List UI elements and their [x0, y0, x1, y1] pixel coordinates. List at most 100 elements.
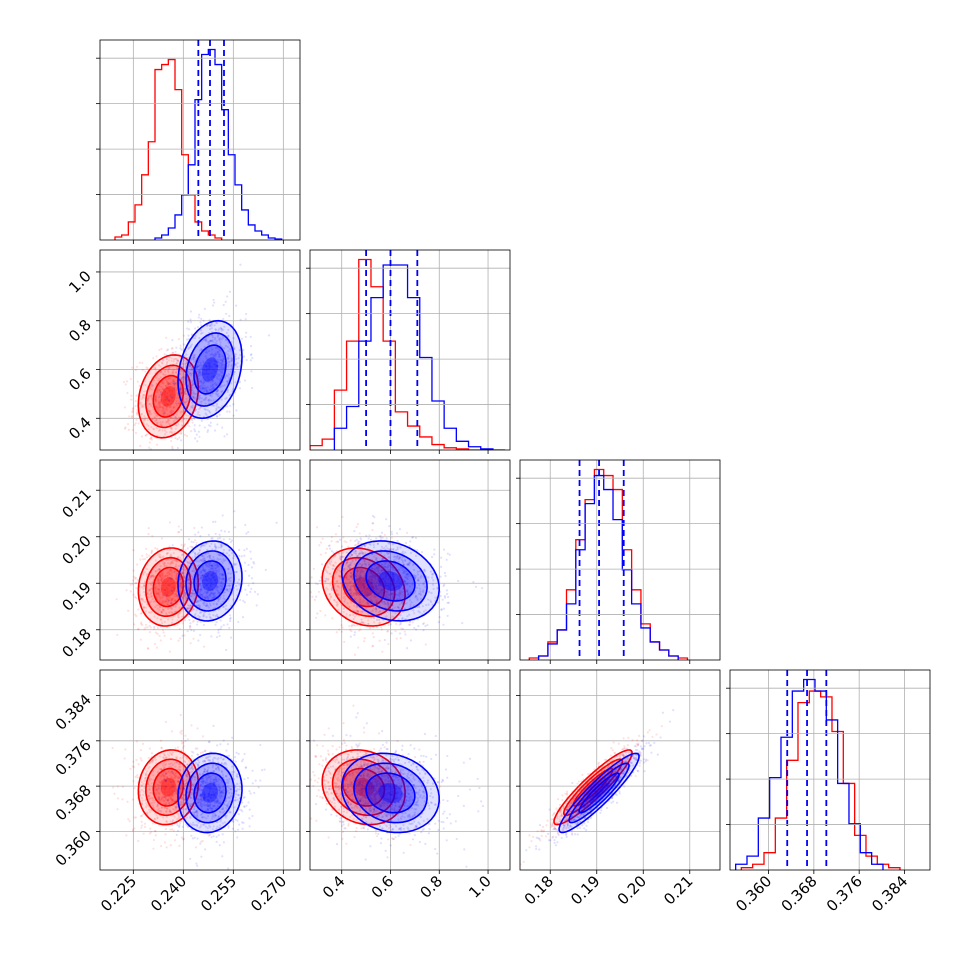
y-tick-label-2-1: 0.19 — [58, 578, 94, 614]
density-fill-2-0-series-0-2 — [153, 567, 184, 607]
density-fill-2-0-series-1-2 — [194, 561, 226, 601]
contour-2-1-series-1-2 — [365, 560, 416, 602]
contour-1-0-series-0-2 — [152, 374, 185, 418]
panel-frame-2-2 — [519, 459, 721, 661]
density-fill-2-0-series-0-3 — [160, 577, 176, 597]
y-tick-label-3-0: 0.360 — [52, 827, 95, 870]
contour-3-1-series-1-0 — [341, 752, 441, 834]
density-fill-3-0-series-0-3 — [160, 777, 176, 797]
density-fill-2-1-series-1-3 — [378, 570, 403, 591]
contour-2-0-series-1-2 — [193, 560, 227, 602]
density-fill-1-0-series-0-2 — [153, 375, 184, 418]
histogram-2-series-0 — [528, 468, 689, 660]
x-tick-label-0-0: 0.225 — [97, 872, 140, 915]
panel-0-0 — [96, 39, 301, 244]
panel-frame-2-0 — [99, 459, 301, 661]
panel-frame-1-1 — [309, 249, 511, 451]
histogram-2-series-1 — [537, 474, 679, 660]
contour-3-0-series-1-0 — [177, 752, 243, 834]
panel-frame-3-0 — [99, 669, 301, 871]
contour-2-1-series-1-1 — [353, 550, 428, 612]
y-tick-label-3-3: 0.384 — [52, 691, 95, 734]
panel-frame-2-1 — [309, 459, 511, 661]
contour-3-1-series-1-1 — [353, 762, 428, 824]
histogram-0-series-1 — [154, 48, 283, 240]
contour-1-0-series-1-0 — [177, 319, 243, 420]
x-tick-label-1-1: 0.6 — [368, 872, 398, 902]
x-tick-label-3-3: 0.384 — [868, 872, 911, 915]
contour-2-0-series-0-2 — [152, 566, 185, 608]
y-tick-label-2-0: 0.18 — [58, 625, 94, 661]
panel-frame-3-3 — [729, 669, 931, 871]
contour-3-2-series-1-1 — [568, 762, 630, 824]
histogram-3-series-0 — [740, 690, 901, 870]
density-fill-3-2-series-1-1 — [569, 763, 629, 823]
contour-2-0-series-0-1 — [145, 556, 192, 617]
x-tick-label-0-3: 0.270 — [247, 872, 290, 915]
y-tick-label-3-2: 0.376 — [52, 736, 95, 779]
histogram-0-series-0 — [114, 58, 223, 240]
panel-3-3: 0.360 0.368 0.376 0.384 — [726, 669, 931, 915]
x-tick-label-2-3: 0.21 — [660, 872, 696, 908]
density-fill-1-0-series-1-1 — [186, 332, 234, 407]
panel-2-1 — [306, 459, 511, 664]
contour-3-0-series-1-2 — [193, 772, 227, 814]
panel-2-2 — [516, 459, 721, 664]
y-tick-label-2-2: 0.20 — [58, 532, 94, 568]
contour-3-2-series-0-2 — [572, 767, 614, 807]
y-tick-label-1-3: 1.0 — [65, 267, 95, 297]
contour-2-1-series-1-0 — [340, 540, 441, 622]
contour-3-0-series-0-2 — [152, 767, 185, 807]
histogram-1-series-0 — [310, 258, 493, 450]
histogram-3-series-1 — [735, 678, 884, 870]
density-fill-1-0-series-1-3 — [202, 357, 218, 382]
y-tick-label-2-3: 0.21 — [58, 485, 94, 521]
contour-2-1-series-0-0 — [321, 547, 406, 627]
contour-3-1-series-0-1 — [331, 758, 396, 817]
contour-1-0-series-1-2 — [193, 344, 227, 395]
density-fill-1-0-series-1-0 — [178, 320, 242, 419]
density-fill-2-1-series-0-3 — [353, 577, 374, 597]
y-tick-label-1-0: 0.4 — [65, 413, 95, 443]
density-fill-3-0-series-1-2 — [194, 773, 226, 813]
contour-2-1-series-0-1 — [331, 556, 396, 618]
density-fill-3-1-series-1-3 — [378, 783, 403, 803]
density-fill-3-1-series-1-2 — [366, 773, 415, 813]
contour-2-1-series-0-2 — [342, 566, 386, 608]
contour-2-0-series-1-0 — [177, 540, 243, 622]
panel-3-2: 0.18 0.19 0.20 0.21 — [516, 669, 721, 908]
x-tick-label-2-0: 0.18 — [521, 872, 557, 908]
y-tick-label-1-2: 0.8 — [65, 316, 95, 346]
panel-frame-3-1 — [309, 669, 511, 871]
density-fill-1-0-series-1-2 — [194, 345, 226, 394]
density-fill-3-0-series-1-3 — [202, 783, 218, 803]
contour-3-0-series-1-1 — [185, 762, 235, 824]
x-tick-label-1-3: 1.0 — [465, 872, 495, 902]
density-fill-2-0-series-1-3 — [202, 570, 218, 591]
density-fill-3-2-series-1-3 — [589, 783, 610, 803]
histogram-1-series-1 — [333, 264, 506, 450]
contour-3-0-series-0-1 — [145, 758, 192, 817]
panel-1-1 — [306, 249, 511, 454]
x-tick-label-1-0: 0.4 — [319, 872, 349, 902]
contour-3-1-series-0-0 — [321, 749, 406, 826]
panel-1-0: 0.4 0.6 0.8 1.0 — [65, 249, 301, 454]
x-tick-label-3-2: 0.376 — [823, 872, 866, 915]
x-tick-label-0-2: 0.255 — [197, 872, 240, 915]
x-tick-label-3-1: 0.368 — [778, 872, 821, 915]
contour-1-0-series-0-1 — [144, 364, 192, 429]
density-fill-1-0-series-0-3 — [160, 386, 176, 407]
density-fill-2-1-series-1-2 — [366, 560, 415, 601]
panel-frame-1-0 — [99, 249, 301, 451]
scatter-3-2-series-1 — [525, 708, 675, 852]
x-tick-label-0-1: 0.240 — [147, 872, 190, 915]
contour-3-0-series-0-0 — [137, 749, 200, 826]
contour-3-1-series-1-2 — [365, 772, 416, 814]
contour-1-0-series-1-1 — [185, 332, 235, 407]
panel-frame-3-2 — [519, 669, 721, 871]
y-tick-label-1-1: 0.6 — [65, 365, 95, 395]
x-tick-label-3-0: 0.360 — [732, 872, 775, 915]
x-tick-label-2-2: 0.20 — [614, 872, 650, 908]
